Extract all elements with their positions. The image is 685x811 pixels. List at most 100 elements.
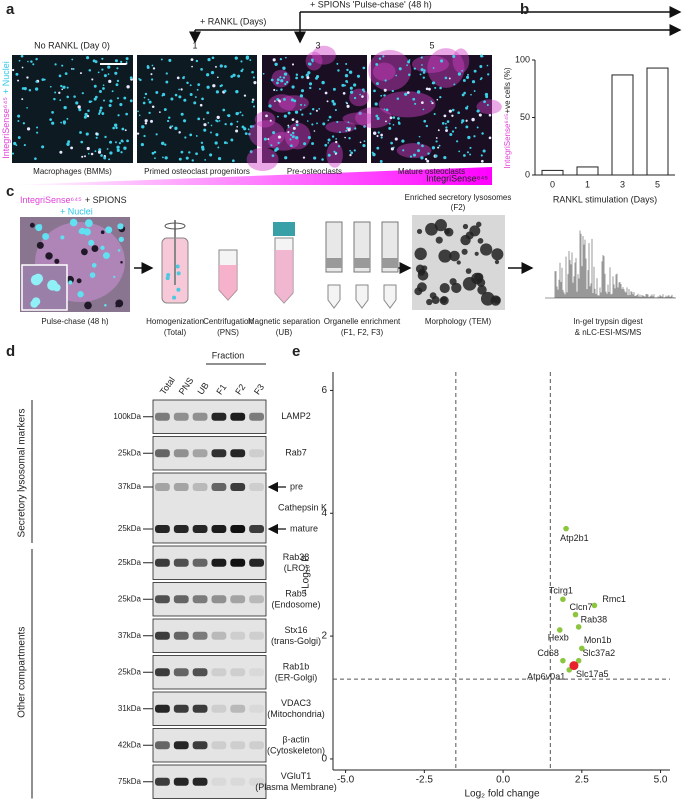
blot-band	[230, 558, 246, 567]
blot-band	[230, 704, 246, 713]
nucleus	[416, 90, 421, 94]
nucleus	[88, 100, 92, 103]
nucleus	[422, 71, 426, 74]
y-axis-label: −Log₁₀ P	[301, 555, 312, 595]
nucleus	[240, 69, 243, 73]
vesicle	[494, 259, 500, 265]
blot-band	[155, 558, 170, 567]
cell	[355, 107, 392, 129]
nucleus	[189, 92, 193, 96]
nucleus	[11, 152, 15, 155]
nucleus	[102, 252, 110, 260]
nucleus	[322, 122, 326, 126]
nucleus	[174, 93, 178, 97]
nucleus	[121, 127, 125, 131]
collect-tube	[383, 284, 397, 309]
nucleus	[279, 76, 282, 79]
nucleus	[97, 150, 102, 154]
nucleus	[269, 119, 272, 122]
nucleus	[36, 241, 44, 249]
nucleus	[303, 104, 306, 106]
blot-band	[155, 483, 170, 491]
nucleus	[120, 151, 123, 154]
nucleus	[178, 131, 181, 134]
nucleus	[331, 99, 335, 103]
nucleus	[363, 90, 366, 93]
blot-band	[211, 704, 227, 713]
vesicle	[476, 221, 482, 228]
nucleus	[284, 82, 287, 86]
nucleus	[107, 65, 111, 69]
nucleus	[151, 151, 155, 155]
x-tick-label: 0.0	[496, 775, 510, 786]
nucleus	[408, 59, 411, 61]
nucleus	[284, 56, 287, 59]
nucleus	[280, 88, 283, 91]
nucleus	[224, 65, 227, 68]
nucleus	[203, 123, 207, 127]
nucleus	[280, 79, 284, 83]
marker-name: Rab38	[283, 552, 310, 562]
nucleus	[407, 60, 411, 64]
nucleus	[262, 72, 265, 75]
nucleus	[457, 72, 462, 76]
nucleus	[236, 120, 239, 123]
day-label: No RANKL (Day 0)	[34, 40, 110, 50]
x-tick-label: 3	[620, 179, 625, 189]
nucleus	[452, 54, 456, 58]
nucleus	[332, 102, 336, 106]
nucleus	[94, 95, 98, 99]
vesicle	[414, 247, 427, 261]
nucleus	[283, 114, 287, 118]
cell	[342, 112, 377, 125]
nucleus	[138, 114, 141, 117]
nucleus	[463, 154, 466, 157]
nucleus	[30, 60, 33, 63]
nucleus	[302, 156, 306, 159]
nucleus	[473, 135, 476, 138]
blot-band	[192, 631, 208, 640]
nucleus	[165, 72, 168, 75]
marker-sub: (trans-Golgi)	[271, 636, 321, 646]
nucleus	[480, 54, 483, 58]
nucleus	[88, 239, 95, 246]
nucleus	[469, 146, 472, 149]
nucleus	[232, 159, 235, 163]
nucleus	[146, 65, 150, 68]
nucleus	[115, 126, 118, 130]
nucleus	[443, 114, 447, 118]
nucleus	[347, 121, 350, 124]
nucleus	[222, 108, 226, 112]
nucleus	[116, 145, 120, 149]
nucleus	[465, 119, 468, 122]
nucleus	[439, 86, 442, 90]
nucleus	[120, 260, 123, 264]
panel-label: c	[6, 183, 14, 200]
nucleus	[210, 70, 215, 75]
nucleus	[84, 219, 93, 228]
nucleus	[409, 155, 413, 158]
nucleus	[143, 134, 146, 138]
nucleus	[313, 156, 317, 160]
nucleus	[59, 150, 63, 154]
nucleus	[144, 119, 148, 123]
point	[560, 596, 566, 603]
marker-name: VGluT1	[281, 771, 312, 781]
point-label: Clcn7	[570, 602, 593, 612]
nucleus	[326, 100, 329, 103]
nucleus	[151, 105, 155, 108]
band-label: mature	[290, 523, 318, 533]
x-tick-label: -2.5	[416, 775, 434, 786]
nucleus	[184, 136, 187, 139]
nucleus	[227, 114, 231, 118]
nucleus	[244, 132, 248, 135]
step-caption: Magnetic separation	[248, 317, 320, 326]
nucleus	[372, 152, 376, 157]
nucleus	[71, 58, 74, 61]
nucleus	[100, 230, 105, 235]
nucleus	[116, 67, 119, 70]
nucleus	[115, 83, 119, 87]
nucleus	[216, 76, 219, 79]
nucleus	[451, 114, 454, 117]
day-label: 5	[429, 40, 434, 50]
